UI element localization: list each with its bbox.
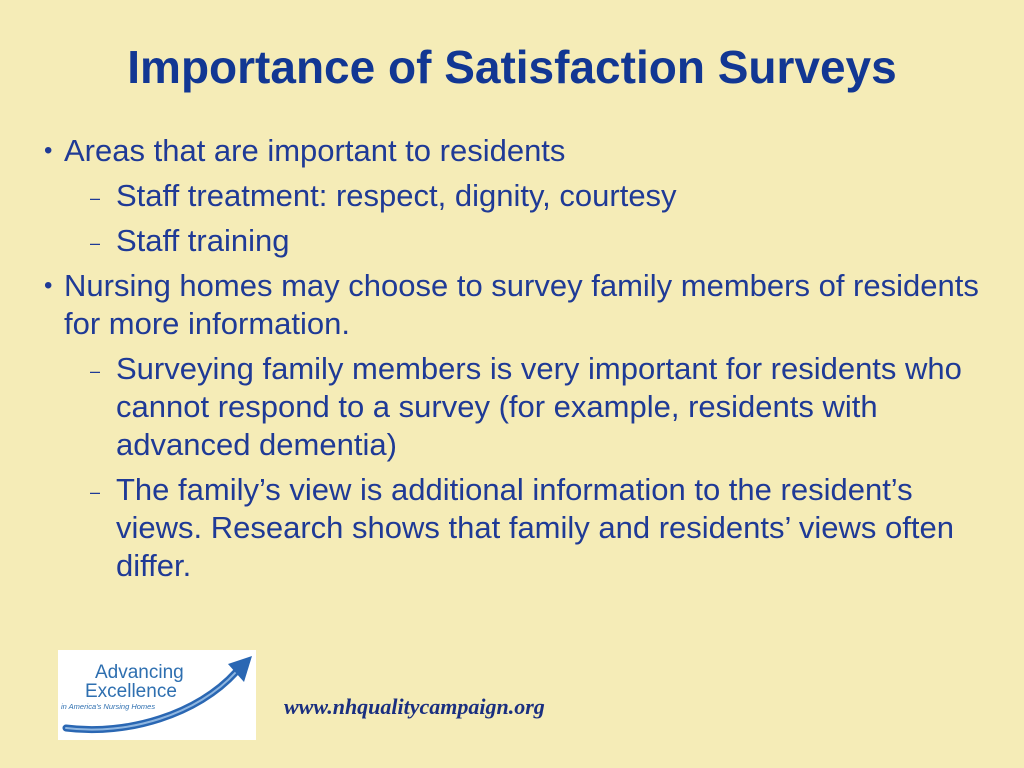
bullet-text: Areas that are important to residents <box>64 133 566 168</box>
website-url[interactable]: www.nhqualitycampaign.org <box>284 694 545 719</box>
sub-bullet-item: – Surveying family members is very impor… <box>44 350 984 464</box>
bullet-text: Nursing homes may choose to survey famil… <box>64 268 979 341</box>
logo-text-line2: Excellence <box>85 681 177 702</box>
bullet-item: • Nursing homes may choose to survey fam… <box>44 267 984 343</box>
bullet-list: • Areas that are important to residents … <box>44 132 984 592</box>
logo-tagline: in America's Nursing Homes <box>61 702 156 711</box>
bullet-item: • Areas that are important to residents <box>44 132 984 170</box>
bullet-marker: • <box>44 137 53 164</box>
advancing-excellence-logo: Advancing Excellence in America's Nursin… <box>58 650 256 740</box>
sub-bullet-marker: – <box>90 361 101 381</box>
sub-bullet-item: – The family’s view is additional inform… <box>44 471 984 585</box>
sub-bullet-item: – Staff training <box>44 222 984 260</box>
sub-bullet-item: – Staff treatment: respect, dignity, cou… <box>44 177 984 215</box>
sub-bullet-text: The family’s view is additional informat… <box>116 472 954 583</box>
sub-bullet-marker: – <box>90 233 101 253</box>
swoosh-arrow-icon <box>62 656 252 734</box>
sub-bullet-text: Surveying family members is very importa… <box>116 351 962 462</box>
sub-bullet-marker: – <box>90 482 101 502</box>
sub-bullet-text: Staff training <box>116 223 290 258</box>
slide-title: Importance of Satisfaction Surveys <box>127 41 897 93</box>
sub-bullet-text: Staff treatment: respect, dignity, court… <box>116 178 677 213</box>
logo-text-line1: Advancing <box>95 662 184 683</box>
sub-bullet-marker: – <box>90 188 101 208</box>
bullet-marker: • <box>44 272 53 299</box>
